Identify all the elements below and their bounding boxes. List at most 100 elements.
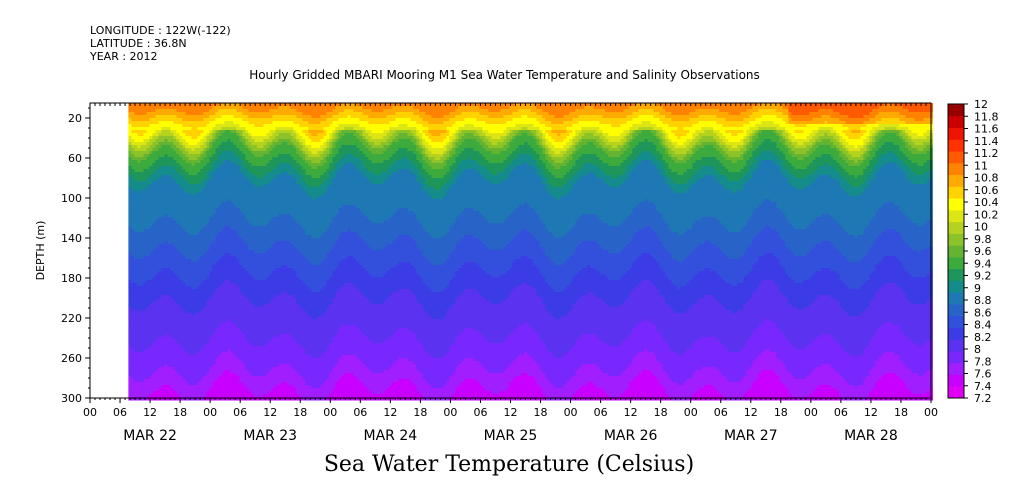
heat-cell [200, 328, 204, 332]
heat-cell [245, 157, 249, 161]
heat-cell [173, 193, 177, 197]
heat-cell [233, 163, 237, 167]
heat-cell [146, 382, 150, 386]
heat-cell [182, 361, 186, 365]
heat-cell [158, 391, 162, 395]
heat-cell [251, 121, 255, 125]
heat-cell [224, 220, 228, 224]
heat-cell [263, 229, 267, 233]
heat-cell [263, 193, 267, 197]
heat-cell [239, 235, 243, 239]
heat-cell [209, 196, 213, 200]
heat-cell [254, 151, 258, 155]
heat-cell [134, 376, 138, 380]
heat-cell [236, 226, 240, 230]
heat-cell [128, 151, 132, 155]
heat-cell [197, 211, 201, 215]
heat-cell [128, 244, 132, 248]
heat-cell [140, 163, 144, 167]
heat-cell [224, 163, 228, 167]
heat-cell [254, 130, 258, 134]
heat-cell [239, 310, 243, 314]
heat-cell [179, 139, 183, 143]
heat-cell [272, 214, 276, 218]
heat-cell [251, 196, 255, 200]
heat-cell [248, 217, 252, 221]
heat-cell [224, 340, 228, 344]
heat-cell [131, 388, 135, 392]
heat-cell [134, 325, 138, 329]
heat-cell [161, 292, 165, 296]
heat-cell [239, 178, 243, 182]
heat-cell [152, 256, 156, 260]
heat-cell [260, 169, 264, 173]
heat-cell [245, 301, 249, 305]
heat-cell [179, 274, 183, 278]
heat-cell [269, 109, 273, 113]
heat-cell [257, 337, 261, 341]
heat-cell [230, 121, 234, 125]
heat-cell [269, 184, 273, 188]
heat-cell [221, 172, 225, 176]
heat-cell [236, 196, 240, 200]
heat-cell [170, 316, 174, 320]
heat-cell [215, 322, 219, 326]
heat-cell [137, 196, 141, 200]
heat-cell [155, 103, 159, 107]
heat-cell [155, 376, 159, 380]
heat-cell [224, 109, 228, 113]
heat-cell [194, 328, 198, 332]
heat-cell [212, 211, 216, 215]
heat-cell [263, 265, 267, 269]
heat-cell [275, 301, 279, 305]
heat-cell [161, 121, 165, 125]
heat-cell [227, 247, 231, 251]
heat-cell [179, 247, 183, 251]
heat-cell [215, 142, 219, 146]
heat-cell [134, 130, 138, 134]
heat-cell [248, 292, 252, 296]
heat-cell [185, 265, 189, 269]
heat-cell [161, 112, 165, 116]
heat-cell [215, 313, 219, 317]
heat-cell [245, 112, 249, 116]
heat-cell [275, 151, 279, 155]
heat-cell [188, 271, 192, 275]
heat-cell [254, 235, 258, 239]
heat-cell [191, 124, 195, 128]
heat-cell [254, 175, 258, 179]
heat-cell [188, 202, 192, 206]
heat-cell [266, 235, 270, 239]
heat-cell [188, 385, 192, 389]
heat-cell [275, 103, 279, 107]
heat-cell [227, 211, 231, 215]
heat-cell [167, 301, 171, 305]
heat-cell [152, 253, 156, 257]
heat-cell [233, 157, 237, 161]
heat-cell [188, 298, 192, 302]
heat-cell [230, 190, 234, 194]
heat-cell [131, 394, 135, 398]
heat-cell [152, 331, 156, 335]
heat-cell [275, 370, 279, 374]
heat-cell [179, 178, 183, 182]
heat-cell [254, 286, 258, 290]
heat-cell [254, 166, 258, 170]
heat-cell [275, 172, 279, 176]
heat-cell [158, 220, 162, 224]
heat-cell [143, 229, 147, 233]
heat-cell [239, 355, 243, 359]
heat-cell [206, 256, 210, 260]
heat-cell [200, 232, 204, 236]
heat-cell [236, 118, 240, 122]
heat-cell [191, 232, 195, 236]
heat-cell [149, 379, 153, 383]
heat-cell [254, 262, 258, 266]
heat-cell [194, 196, 198, 200]
heat-cell [254, 172, 258, 176]
heat-cell [275, 307, 279, 311]
heat-cell [140, 211, 144, 215]
heat-cell [212, 319, 216, 323]
heat-cell [131, 319, 135, 323]
heat-cell [176, 259, 180, 263]
